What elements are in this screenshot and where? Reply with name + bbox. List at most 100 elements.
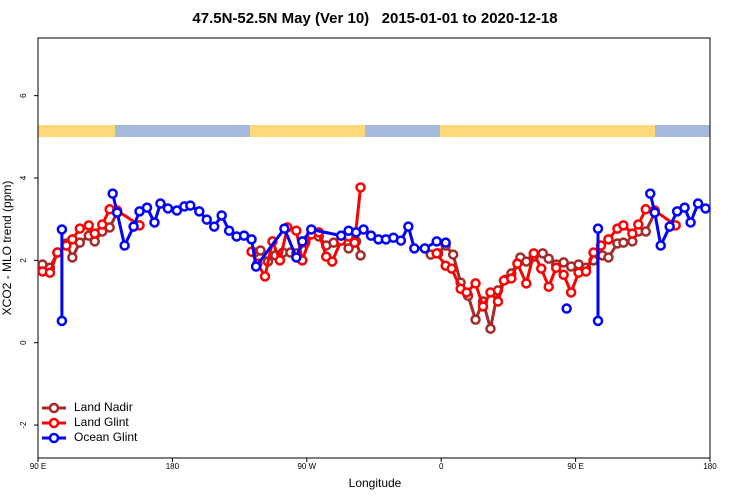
data-point (67, 252, 78, 263)
data-point (279, 223, 290, 234)
data-point (640, 226, 652, 237)
data-point (162, 203, 174, 214)
data-point (603, 252, 614, 263)
data-point (447, 249, 459, 260)
data-point (96, 219, 108, 230)
data-point (700, 203, 711, 214)
y-tick-label: 2 (19, 258, 28, 263)
data-point (492, 296, 504, 307)
y-tick-label: 6 (19, 93, 28, 98)
data-point (588, 247, 599, 258)
data-point (141, 202, 153, 213)
data-point (528, 248, 540, 259)
data-point (128, 221, 139, 232)
data-point (536, 263, 547, 274)
data-point (446, 263, 457, 274)
data-point (592, 223, 604, 234)
data-point (52, 247, 63, 258)
land-band (38, 125, 115, 137)
y-tick-label: 0 (19, 340, 28, 345)
data-point (44, 267, 56, 278)
data-point (419, 243, 431, 254)
data-point (223, 225, 235, 236)
data-point (431, 248, 442, 259)
land-band (250, 125, 365, 137)
data-point (477, 301, 489, 312)
data-point (306, 224, 317, 235)
data-point (685, 217, 696, 228)
x-tick-label: 90 E (567, 462, 583, 471)
data-point (111, 207, 123, 218)
data-point (335, 230, 347, 241)
ocean-band (115, 125, 250, 137)
x-tick-label: 90 W (297, 462, 316, 471)
data-point (440, 237, 451, 248)
data-point (74, 223, 86, 234)
legend-label: Ocean Glint (74, 430, 138, 444)
data-point (655, 240, 666, 251)
plot-frame (37, 37, 711, 459)
chart-title: 47.5N-52.5N May (Ver 10) 2015-01-01 to 2… (192, 10, 557, 27)
data-point (470, 314, 481, 325)
x-tick-label: 180 (166, 462, 180, 471)
data-point (56, 315, 68, 327)
data-point (395, 235, 407, 246)
data-point (592, 315, 604, 327)
ocean-band (655, 125, 710, 137)
data-point (107, 188, 118, 199)
data-point (119, 240, 130, 251)
x-tick-label: 0 (439, 462, 444, 471)
legend-marker (48, 417, 60, 429)
data-point (558, 257, 569, 268)
data-point (201, 214, 212, 225)
data-point (83, 220, 95, 231)
data-point (297, 236, 308, 247)
series (56, 188, 711, 327)
land-ocean-strip (38, 125, 710, 137)
data-point (618, 220, 629, 231)
x-axis-label: Longitude (349, 476, 402, 490)
y-axis-label: XCO2 - MLO trend (ppm) (0, 181, 14, 316)
data-point (250, 261, 262, 272)
data-point (679, 202, 690, 213)
data-point (291, 225, 302, 236)
data-point (618, 237, 629, 248)
data-point (255, 245, 266, 256)
data-point (185, 200, 196, 211)
data-point (512, 258, 523, 269)
data-point (155, 198, 166, 209)
data-point (431, 236, 442, 247)
data-point (521, 278, 532, 289)
data-point (543, 281, 554, 292)
legend-label: Land Glint (74, 415, 129, 429)
data-point (640, 204, 652, 215)
y-tick-label: -2 (19, 421, 28, 429)
data-point (627, 228, 638, 239)
data-point (349, 237, 360, 248)
data-point (358, 224, 369, 235)
data-point (561, 303, 572, 314)
legend-label: Land Nadir (74, 400, 133, 414)
data-point (67, 234, 78, 245)
data-point (149, 217, 160, 228)
data-point (633, 219, 644, 230)
data-point (580, 266, 592, 277)
data-point (543, 253, 554, 264)
data-point (470, 278, 481, 289)
data-point (485, 287, 496, 298)
x-tick-label: 180 (703, 462, 717, 471)
data-point (403, 221, 414, 232)
legend-marker (48, 432, 60, 444)
data-point (208, 221, 220, 232)
data-point (355, 250, 366, 261)
data-point (216, 210, 227, 221)
data-point (664, 221, 675, 232)
data-point (409, 243, 420, 254)
data-point (692, 198, 704, 209)
data-point (291, 252, 302, 263)
data-point (461, 287, 472, 298)
data-point (246, 234, 257, 245)
data-point (355, 182, 366, 193)
